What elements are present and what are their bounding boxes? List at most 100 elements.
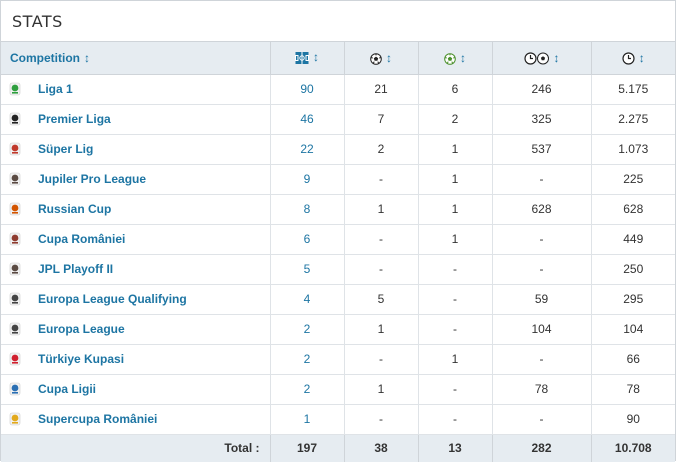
appearances-value[interactable]: 5 <box>270 254 345 285</box>
minutes-played-value: 225 <box>591 164 675 195</box>
assists-value: 1 <box>418 194 493 225</box>
goals-value: - <box>344 254 419 285</box>
assists-header[interactable]: ↕ <box>418 42 493 75</box>
competition-header[interactable]: Competition ↕ <box>1 42 271 75</box>
competition-logo-cell <box>1 104 38 135</box>
minutes-played-icon <box>622 52 635 65</box>
appearances-value[interactable]: 1 <box>270 404 345 435</box>
competition-logo-cell <box>1 74 38 105</box>
goals-header[interactable]: ↕ <box>344 42 419 75</box>
liga-1-logo <box>9 82 21 96</box>
total-appearances: 197 <box>270 434 345 462</box>
minutes-per-goal-value: 628 <box>492 194 592 225</box>
assists-value: - <box>418 374 493 405</box>
competition-logo-cell <box>1 194 38 225</box>
appearances-header[interactable]: ↕ <box>270 42 345 75</box>
sort-arrows-icon: ↕ <box>84 50 90 65</box>
goals-value: - <box>344 224 419 255</box>
goals-value: 1 <box>344 314 419 345</box>
minutes-per-goal-value: 104 <box>492 314 592 345</box>
competition-logo-cell <box>1 404 38 435</box>
appearances-value[interactable]: 6 <box>270 224 345 255</box>
minutes-played-value: 628 <box>591 194 675 225</box>
goals-value: 1 <box>344 194 419 225</box>
goals-value: 2 <box>344 134 419 165</box>
minutes-played-value: 449 <box>591 224 675 255</box>
competition-link[interactable]: Jupiler Pro League <box>38 164 271 195</box>
competition-link[interactable]: Supercupa României <box>38 404 271 435</box>
appearances-value[interactable]: 46 <box>270 104 345 135</box>
competition-logo-cell <box>1 224 38 255</box>
assists-value: 1 <box>418 164 493 195</box>
appearances-value[interactable]: 2 <box>270 314 345 345</box>
table-row: Liga 1 90 21 6 246 5.175 <box>1 74 675 105</box>
assists-value: 1 <box>418 134 493 165</box>
totals-label: Total : <box>1 434 271 462</box>
stats-title: STATS <box>1 1 675 42</box>
minutes-per-goal-value: - <box>492 404 592 435</box>
minutes-per-goal-value: 246 <box>492 74 592 105</box>
minutes-played-value: 250 <box>591 254 675 285</box>
competition-logo-cell <box>1 134 38 165</box>
premier-liga-logo <box>9 112 21 126</box>
competition-link[interactable]: JPL Playoff II <box>38 254 271 285</box>
appearances-value[interactable]: 9 <box>270 164 345 195</box>
goals-value: - <box>344 164 419 195</box>
minutes-per-goal-value: 59 <box>492 284 592 315</box>
competition-link[interactable]: Premier Liga <box>38 104 271 135</box>
competition-link[interactable]: Europa League <box>38 314 271 345</box>
minutes-played-value: 104 <box>591 314 675 345</box>
competition-link[interactable]: Türkiye Kupasi <box>38 344 271 375</box>
minutes-played-value: 66 <box>591 344 675 375</box>
competition-link[interactable]: Europa League Qualifying <box>38 284 271 315</box>
table-row: Europa League Qualifying 4 5-59 295 <box>1 284 675 315</box>
minutes-per-goal-value: 78 <box>492 374 592 405</box>
competition-logo-cell <box>1 164 38 195</box>
appearances-value[interactable]: 90 <box>270 74 345 105</box>
competition-link[interactable]: Cupa Ligii <box>38 374 271 405</box>
competition-link[interactable]: Russian Cup <box>38 194 271 225</box>
assists-value: 1 <box>418 224 493 255</box>
competition-header-label: Competition <box>10 50 80 65</box>
assists-value: 2 <box>418 104 493 135</box>
minutes-played-value: 78 <box>591 374 675 405</box>
stats-table: Competition ↕ ↕ ↕ <box>1 42 675 462</box>
sort-arrows-icon: ↕ <box>638 50 645 65</box>
goals-value: - <box>344 404 419 435</box>
minutes-played-header[interactable]: ↕ <box>591 42 675 75</box>
assists-value: - <box>418 284 493 315</box>
table-row: Russian Cup 8 1 1 628 628 <box>1 194 675 225</box>
russian-cup-logo <box>9 202 21 216</box>
jupiler-pro-league-logo <box>9 172 21 186</box>
table-row: Süper Lig 22 2 1 537 1.073 <box>1 134 675 165</box>
assists-value: - <box>418 404 493 435</box>
appearances-value[interactable]: 8 <box>270 194 345 225</box>
minutes-played-value: 295 <box>591 284 675 315</box>
minutes-per-goal-value: 537 <box>492 134 592 165</box>
table-row: Cupa Ligii 2 1-78 78 <box>1 374 675 405</box>
competition-link[interactable]: Süper Lig <box>38 134 271 165</box>
goals-value: 21 <box>344 74 419 105</box>
appearances-value[interactable]: 2 <box>270 344 345 375</box>
appearances-icon <box>295 52 309 65</box>
minutes-per-goal-value: - <box>492 224 592 255</box>
minutes-per-goal-icon <box>523 52 549 65</box>
super-lig-logo <box>9 142 21 156</box>
competition-link[interactable]: Liga 1 <box>38 74 271 105</box>
assists-value: 6 <box>418 74 493 105</box>
total-goals: 38 <box>344 434 419 462</box>
competition-logo-cell <box>1 254 38 285</box>
minutes-per-goal-header[interactable]: ↕ <box>492 42 592 75</box>
goals-value: - <box>344 344 419 375</box>
cupa-romaniei-logo <box>9 232 21 246</box>
table-row: Supercupa României 1- - -90 <box>1 404 675 435</box>
competition-logo-cell <box>1 314 38 345</box>
competition-link[interactable]: Cupa României <box>38 224 271 255</box>
appearances-value[interactable]: 4 <box>270 284 345 315</box>
appearances-value[interactable]: 2 <box>270 374 345 405</box>
total-minutes-played: 10.708 <box>614 441 652 456</box>
europa-league-qualifying-logo <box>9 292 21 306</box>
appearances-value[interactable]: 22 <box>270 134 345 165</box>
europa-league-logo <box>9 322 21 336</box>
